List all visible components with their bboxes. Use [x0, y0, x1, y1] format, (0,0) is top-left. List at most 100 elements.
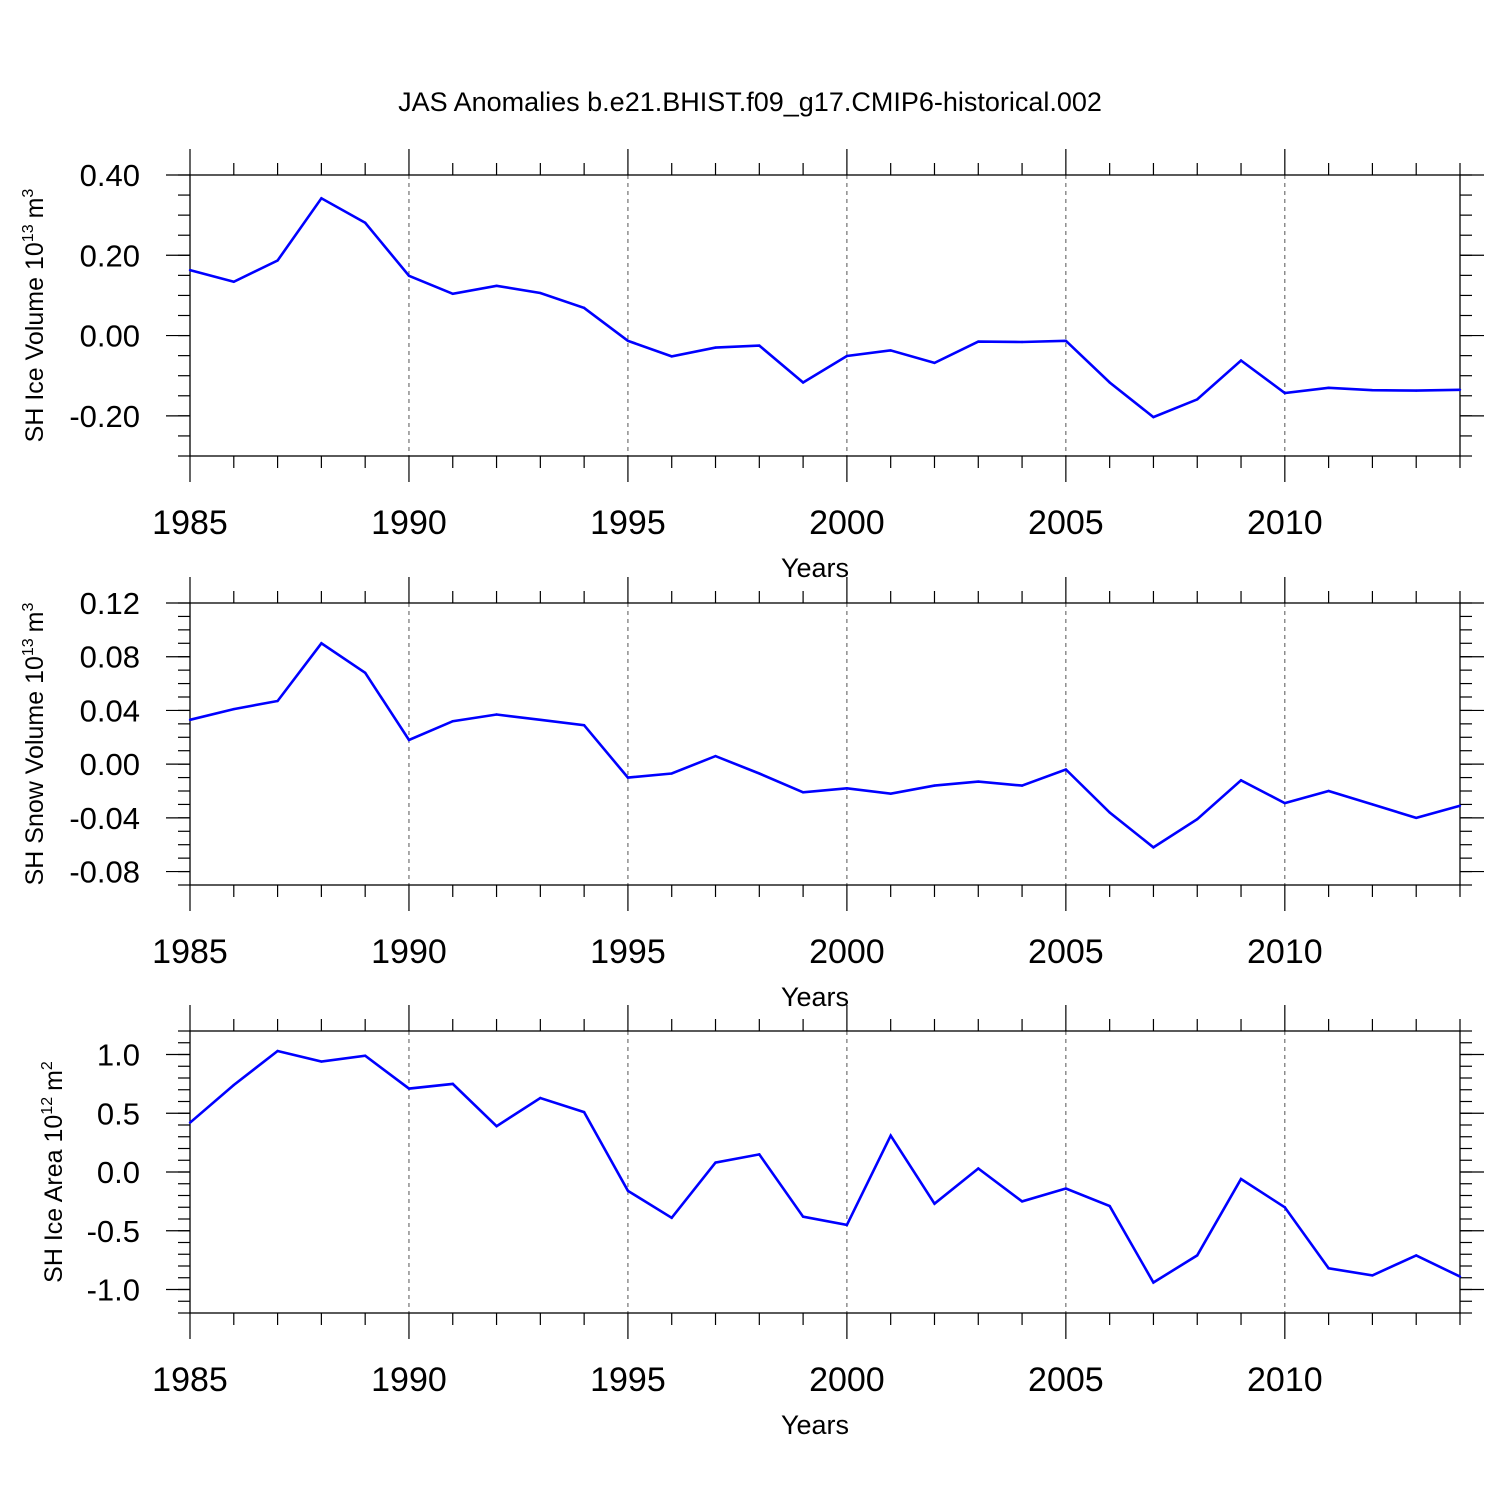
data-point — [1196, 818, 1199, 821]
data-point — [1064, 339, 1068, 342]
data-point — [1196, 398, 1199, 401]
data-point — [1152, 1281, 1155, 1284]
x-tick-label: 2000 — [809, 933, 885, 971]
data-point — [1020, 784, 1024, 787]
figure-title: JAS Anomalies b.e21.BHIST.f09_g17.CMIP6-… — [398, 87, 1102, 117]
data-point — [801, 1215, 805, 1218]
data-point — [889, 792, 892, 795]
y-axis-label-unit: m — [21, 611, 49, 632]
data-point — [977, 780, 980, 783]
data-point — [889, 349, 892, 352]
data-point — [845, 1223, 849, 1227]
x-axis-label: Years — [781, 1410, 849, 1440]
y-axis-label-exponent: 13 — [20, 638, 37, 656]
x-tick-label: 2005 — [1028, 933, 1104, 971]
data-point — [626, 1189, 630, 1193]
data-point — [1458, 804, 1462, 807]
data-point — [933, 784, 936, 787]
data-point — [188, 268, 192, 272]
x-tick-label: 1985 — [152, 1361, 228, 1399]
data-point — [1283, 1206, 1287, 1209]
y-axis-label-unit: m — [21, 198, 49, 219]
data-point — [232, 1083, 235, 1087]
data-point — [1108, 1204, 1111, 1208]
data-point — [1458, 1275, 1462, 1278]
data-point — [1371, 803, 1374, 806]
y-axis-label-exponent: 12 — [39, 1097, 56, 1115]
data-point — [801, 381, 805, 384]
data-point — [1283, 801, 1287, 805]
y-tick-label: 1.0 — [97, 1038, 140, 1073]
x-tick-label: 2010 — [1247, 933, 1323, 971]
x-tick-label: 1990 — [371, 1361, 447, 1399]
y-tick-label: 0.20 — [80, 238, 140, 273]
data-point — [758, 344, 761, 347]
data-point — [1239, 1177, 1243, 1181]
data-point — [451, 292, 454, 296]
chart-panel-3: 1985 1990 1995 2000 2005 2010 Years -1.0 -0.5 0.0… — [39, 1005, 1484, 1440]
y-axis-label: SH Ice Volume 1013 m3 — [20, 189, 49, 443]
data-point — [1152, 846, 1155, 849]
data-point — [276, 259, 279, 262]
data-point — [977, 1167, 980, 1170]
x-axis-label: Years — [781, 553, 849, 583]
data-point — [1327, 1267, 1330, 1270]
panels: 1985 1990 1995 2000 2005 2010 Years -0.20 0.00 0.… — [20, 149, 1484, 1440]
y-tick-label: -0.08 — [69, 855, 140, 890]
x-tick-label: 1985 — [152, 504, 228, 542]
data-point — [363, 1054, 367, 1057]
data-point — [626, 339, 630, 342]
x-tick-label: 1995 — [590, 933, 666, 971]
data-point — [276, 1049, 279, 1053]
data-point — [670, 772, 673, 775]
y-tick-label: 0.00 — [80, 319, 140, 354]
x-tick-label: 1995 — [590, 1361, 666, 1399]
y-tick-label: 0.40 — [80, 158, 140, 193]
y-axis-label-unit-exponent: 3 — [20, 189, 37, 198]
data-point — [714, 754, 717, 758]
data-point — [232, 280, 235, 283]
chart-panel-1: 1985 1990 1995 2000 2005 2010 Years -0.20 0.00 0.… — [20, 149, 1484, 583]
data-point — [1108, 811, 1111, 814]
y-axis-label-text: SH Snow Volume 10 — [21, 656, 49, 885]
data-point — [889, 1134, 892, 1137]
data-point — [845, 354, 849, 358]
data-point — [582, 1110, 586, 1114]
x-tick-label: 1990 — [371, 933, 447, 971]
data-point — [758, 1153, 761, 1156]
y-tick-label: -1.0 — [87, 1273, 140, 1308]
data-point — [1239, 779, 1243, 782]
plot-frame — [189, 1030, 1461, 1314]
data-point — [1458, 388, 1462, 391]
data-point — [495, 284, 498, 287]
data-point — [188, 1121, 192, 1124]
chart-panel-2: 1985 1990 1995 2000 2005 2010 Years -0.08 -0.04 0… — [20, 577, 1484, 1012]
data-point — [1108, 381, 1111, 384]
data-point — [801, 791, 805, 794]
y-tick-label: 0.08 — [80, 640, 140, 675]
y-axis-label-unit-exponent: 3 — [20, 602, 37, 611]
data-point — [1327, 386, 1330, 389]
data-point — [1327, 789, 1330, 793]
data-point — [933, 1202, 936, 1205]
data-point — [933, 361, 936, 365]
data-point — [1283, 391, 1287, 395]
x-tick-label: 1985 — [152, 933, 228, 971]
data-point — [758, 772, 761, 775]
data-point — [407, 738, 411, 742]
y-tick-label: 0.12 — [80, 586, 140, 621]
data-point — [539, 1096, 542, 1100]
plot-frame — [189, 602, 1461, 886]
data-point — [363, 671, 367, 675]
data-point — [1064, 1187, 1068, 1190]
x-tick-label: 2000 — [809, 504, 885, 542]
series-line-sh-ice-volume — [189, 196, 1461, 419]
series-line-sh-ice-area — [189, 1049, 1461, 1285]
y-axis-label-unit-exponent: 2 — [39, 1061, 56, 1070]
data-point — [407, 274, 411, 277]
y-axis-label-unit: m — [40, 1070, 68, 1091]
data-point — [670, 1216, 673, 1220]
data-point — [1064, 768, 1068, 771]
